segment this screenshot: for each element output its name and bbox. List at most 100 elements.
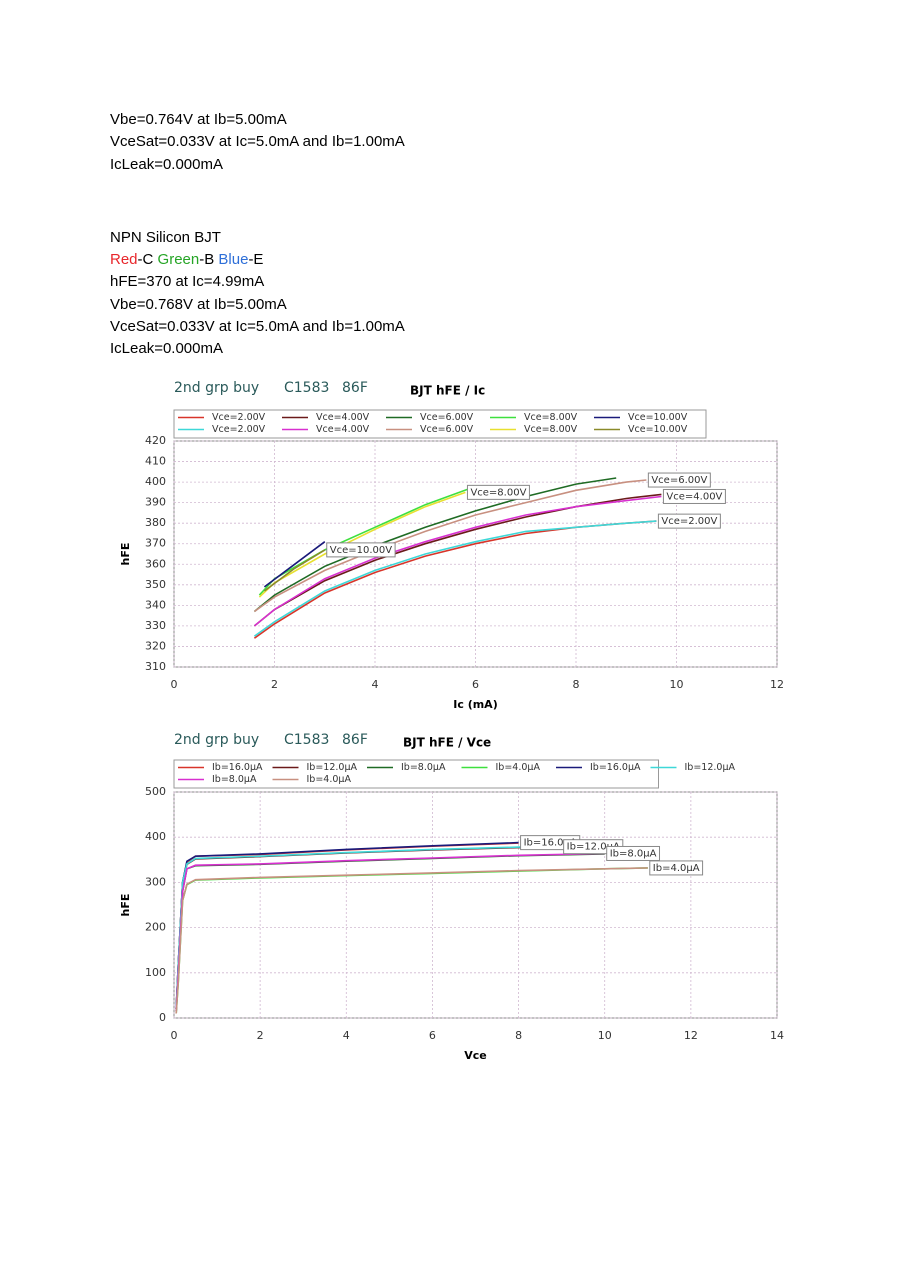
text-line: Vbe=0.764V at Ib=5.00mA — [110, 111, 287, 128]
legend-label: Ib=16.0μA — [212, 762, 263, 773]
series-line — [253, 495, 662, 627]
y-axis-label: hFE — [119, 894, 132, 917]
legend-label: Ib=8.0μA — [401, 762, 446, 773]
y-tick-label: 500 — [145, 785, 166, 798]
group-label: 2nd grp buy — [174, 380, 259, 396]
annotation-label: Vce=2.00V — [661, 516, 717, 527]
legend-box — [173, 409, 707, 439]
y-tick-label: 390 — [145, 496, 166, 509]
chart-title: BJT hFE / Vce — [403, 736, 491, 750]
x-tick-label: 0 — [171, 678, 178, 691]
x-tick-label: 6 — [429, 1029, 436, 1042]
series-annotation: Vce=10.00V — [326, 542, 396, 558]
legend-label: Vce=4.00V — [316, 424, 370, 435]
x-tick-label: 0 — [171, 1029, 178, 1042]
annotation-label: Ib=8.0μA — [610, 848, 657, 859]
pinout-part: Green — [157, 251, 200, 268]
text-line: VceSat=0.033V at Ic=5.0mA and Ib=1.00mA — [110, 133, 405, 150]
series-annotation: Vce=2.00V — [657, 513, 721, 529]
series-line — [253, 477, 617, 613]
part-label: C1583 — [284, 732, 329, 748]
legend-label: Vce=2.00V — [212, 412, 266, 423]
text-line: VceSat=0.033V at Ic=5.0mA and Ib=1.00mA — [110, 318, 405, 335]
chart: 2nd grp buy C1583 86F BJT hFE / Vce Ib=16.0μ… — [119, 732, 784, 1062]
legend-label: Vce=10.00V — [628, 424, 688, 435]
annotation-label: Vce=6.00V — [651, 475, 707, 486]
legend-label: Vce=10.00V — [628, 412, 688, 423]
pinout-part: -C — [137, 251, 154, 268]
x-tick-label: 2 — [257, 1029, 264, 1042]
legend-box — [173, 759, 659, 789]
y-tick-label: 200 — [145, 921, 166, 934]
series-annotation: Vce=6.00V — [647, 472, 711, 488]
x-tick-label: 8 — [573, 678, 580, 691]
annotation-label: Vce=4.00V — [666, 491, 722, 502]
legend-label: Ib=12.0μA — [685, 762, 736, 773]
annotation-box — [466, 484, 530, 500]
legend-label: Ib=4.0μA — [307, 774, 352, 785]
x-axis-label: Ic (mA) — [453, 698, 497, 711]
annotation-box — [647, 472, 711, 488]
series-line — [253, 520, 657, 637]
x-tick-label: 12 — [684, 1029, 698, 1042]
series-line — [263, 541, 326, 588]
plot-area — [173, 791, 778, 1019]
y-tick-label: 340 — [145, 598, 166, 611]
y-tick-label: 320 — [145, 639, 166, 652]
y-tick-label: 0 — [159, 1011, 166, 1024]
annotation-box — [657, 513, 721, 529]
chart-title: BJT hFE / Ic — [410, 384, 485, 398]
x-tick-label: 10 — [598, 1029, 612, 1042]
legend-label: Vce=6.00V — [420, 412, 474, 423]
legend-label: Vce=8.00V — [524, 412, 578, 423]
y-axis-label: hFE — [119, 543, 132, 566]
y-tick-label: 100 — [145, 966, 166, 979]
y-tick-label: 420 — [145, 434, 166, 447]
x-tick-label: 10 — [670, 678, 684, 691]
pinout-line: Red-C Green-B Blue-E — [110, 250, 263, 270]
y-tick-label: 300 — [145, 875, 166, 888]
x-tick-label: 8 — [515, 1029, 522, 1042]
annotation-label: Ib=4.0μA — [653, 863, 700, 874]
legend-label: Ib=12.0μA — [307, 762, 358, 773]
text-line: IcLeak=0.000mA — [110, 340, 223, 357]
part-label: C1583 — [284, 380, 329, 396]
legend-label: Vce=4.00V — [316, 412, 370, 423]
series-line — [253, 479, 647, 613]
y-tick-label: 310 — [145, 660, 166, 673]
x-tick-label: 4 — [372, 678, 379, 691]
group-label: 2nd grp buy — [174, 732, 259, 748]
annotation-label: Ib=12.0μA — [567, 842, 620, 853]
legend-label: Vce=8.00V — [524, 424, 578, 435]
y-tick-label: 380 — [145, 516, 166, 529]
text-line: hFE=370 at Ic=4.99mA — [110, 273, 265, 290]
series-annotation: Vce=8.00V — [466, 484, 530, 500]
series-line — [263, 549, 326, 592]
y-tick-label: 400 — [145, 475, 166, 488]
x-tick-label: 4 — [343, 1029, 350, 1042]
y-tick-label: 400 — [145, 830, 166, 843]
x-tick-label: 2 — [271, 678, 278, 691]
legend-label: Ib=8.0μA — [212, 774, 257, 785]
annotation-box — [606, 845, 661, 861]
series-line — [253, 493, 662, 627]
y-tick-label: 410 — [145, 455, 166, 468]
y-tick-label: 330 — [145, 619, 166, 632]
x-tick-label: 12 — [770, 678, 784, 691]
annotation-label: Vce=8.00V — [470, 487, 526, 498]
pinout-part: Blue — [218, 251, 249, 268]
legend-label: Ib=4.0μA — [496, 762, 541, 773]
pinout-part: -E — [248, 251, 264, 268]
x-axis-label: Vce — [464, 1049, 487, 1062]
y-tick-label: 360 — [145, 557, 166, 570]
legend-label: Vce=2.00V — [212, 424, 266, 435]
y-tick-label: 370 — [145, 537, 166, 550]
code-label: 86F — [342, 380, 368, 396]
annotation-label: Vce=10.00V — [330, 545, 392, 556]
y-tick-label: 350 — [145, 578, 166, 591]
text-line: Vbe=0.768V at Ib=5.00mA — [110, 296, 287, 313]
legend-label: Vce=6.00V — [420, 424, 474, 435]
pinout-part: -B — [199, 251, 215, 268]
code-label: 86F — [342, 732, 368, 748]
